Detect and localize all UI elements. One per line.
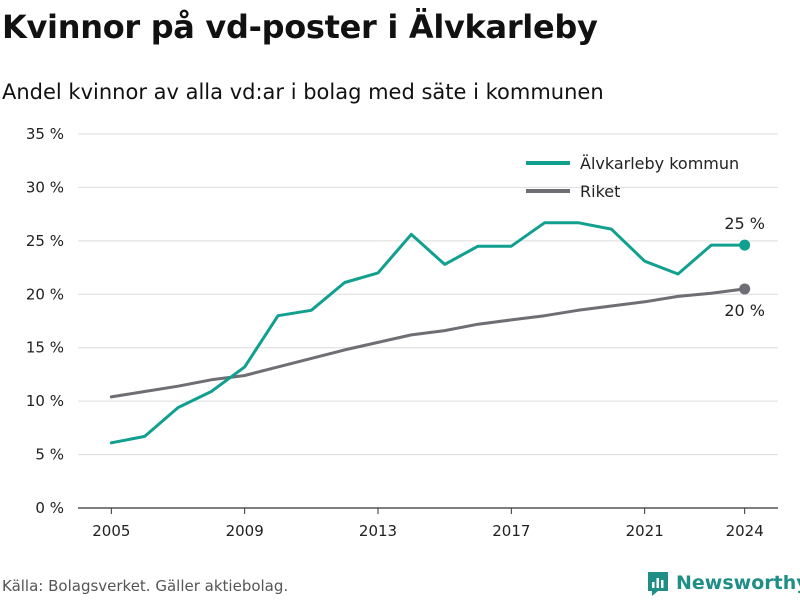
x-tick-label: 2005: [92, 522, 130, 540]
y-tick-label: 0 %: [35, 499, 64, 517]
y-tick-label: 5 %: [35, 446, 64, 464]
line-chart: 0 %5 %10 %15 %20 %25 %30 %35 % 2005 2009 2…: [26, 125, 778, 540]
series-endpoint-0: [739, 239, 751, 251]
legend: Älvkarleby kommun Riket: [526, 154, 739, 201]
x-tick-label: 2013: [359, 522, 397, 540]
x-tick-label: 2009: [226, 522, 264, 540]
chart-subtitle: Andel kvinnor av alla vd:ar i bolag med …: [2, 80, 604, 104]
gridlines: [78, 133, 778, 456]
x-tick-label: 2021: [626, 522, 664, 540]
y-tick-label: 10 %: [26, 392, 64, 410]
legend-label: Älvkarleby kommun: [580, 154, 739, 173]
end-value-label: 25 %: [724, 214, 765, 233]
source-note: Källa: Bolagsverket. Gäller aktiebolag.: [2, 577, 289, 595]
series-endpoint-1: [739, 283, 751, 295]
y-tick-label: 20 %: [26, 285, 64, 303]
y-tick-label: 30 %: [26, 178, 64, 196]
end-value-label: 20 %: [724, 301, 765, 320]
series-line-0: [109, 221, 747, 445]
chart-title: Kvinnor på vd-poster i Älvkarleby: [2, 8, 598, 46]
y-tick-label: 25 %: [26, 232, 64, 250]
y-axis-ticks: 0 % 5 % 10 % 15 % 20 % 25 % 30 % 35 %: [26, 125, 64, 517]
newsworthy-logo-icon: [648, 572, 668, 596]
x-tick-label: 2024: [726, 522, 764, 540]
series-line-1: [109, 287, 747, 399]
y-tick-label: 15 %: [26, 339, 64, 357]
y-tick-label: 35 %: [26, 125, 64, 143]
end-labels: 25 % 20 %: [724, 214, 765, 320]
legend-label: Riket: [580, 182, 620, 201]
x-tick-label: 2017: [492, 522, 530, 540]
brand-name: Newsworthy: [676, 572, 800, 594]
brand-logo[interactable]: Newsworthy: [646, 568, 800, 598]
x-axis: 2005 2009 2013 2017 2021 2024: [78, 507, 778, 540]
series-lines: [109, 221, 751, 445]
